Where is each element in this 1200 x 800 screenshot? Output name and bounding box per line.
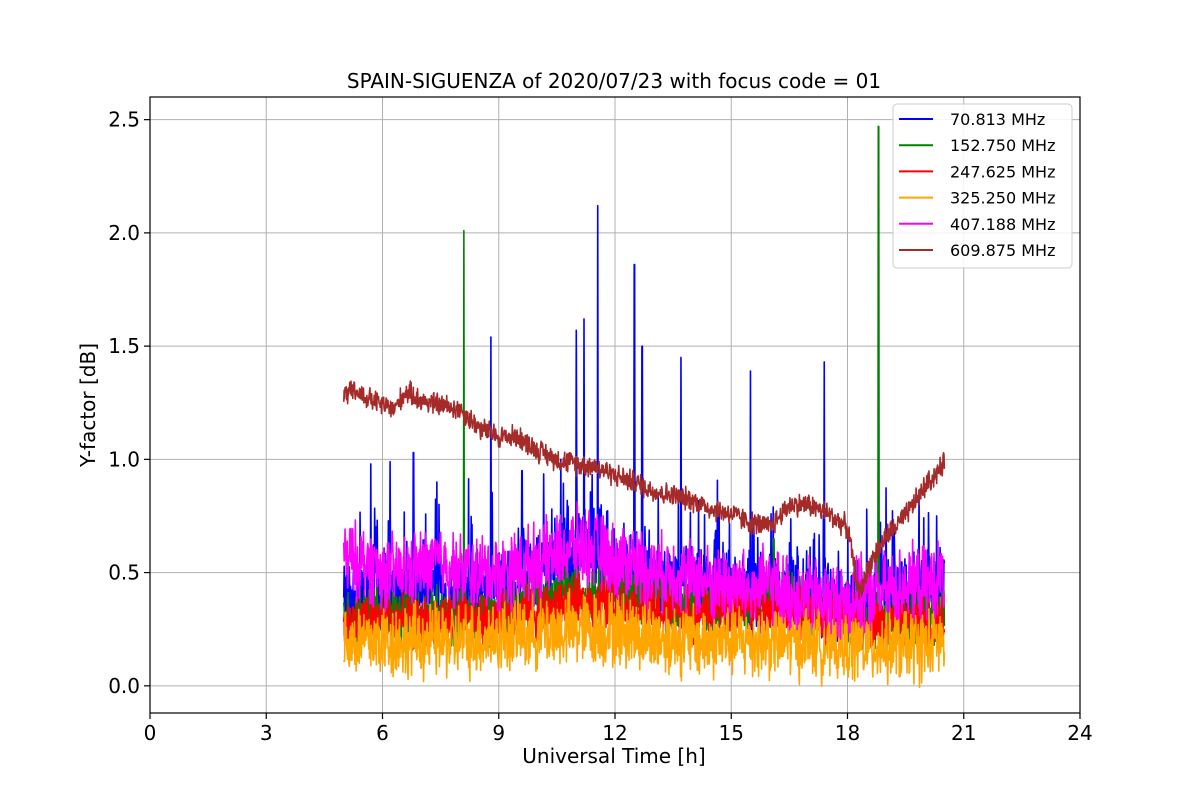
x-tick-label: 9 bbox=[492, 721, 505, 745]
x-tick-label: 15 bbox=[719, 721, 744, 745]
y-tick-label: 2.0 bbox=[108, 221, 140, 245]
y-tick-label: 1.0 bbox=[108, 447, 140, 471]
x-tick-label: 24 bbox=[1067, 721, 1092, 745]
legend-label: 247.625 MHz bbox=[950, 162, 1055, 181]
legend-label: 325.250 MHz bbox=[950, 189, 1055, 208]
x-tick-label: 6 bbox=[376, 721, 389, 745]
y-tick-label: 0.0 bbox=[108, 674, 140, 698]
legend-box bbox=[892, 103, 1073, 269]
series-line-3 bbox=[342, 587, 946, 689]
x-tick-label: 0 bbox=[144, 721, 157, 745]
series-line-5 bbox=[342, 380, 946, 600]
legend-label: 152.750 MHz bbox=[950, 136, 1055, 155]
ticks: 0 3 6 9 12 15 18 21 24 0.0 0.5 1.0 1.5 2.0 2.5 bbox=[108, 108, 1093, 745]
legend: 70.813 MHz 152.750 MHz 247.625 MHz 325.250 … bbox=[892, 103, 1073, 269]
series-line-4 bbox=[342, 501, 946, 640]
y-axis-title: Y-factor [dB] bbox=[76, 343, 100, 468]
x-tick-label: 3 bbox=[260, 721, 273, 745]
x-tick-label: 12 bbox=[602, 721, 627, 745]
chart-title: SPAIN-SIGUENZA of 2020/07/23 with focus … bbox=[347, 69, 881, 93]
legend-label: 407.188 MHz bbox=[950, 215, 1055, 234]
legend-label: 70.813 MHz bbox=[950, 110, 1045, 129]
x-tick-label: 18 bbox=[835, 721, 860, 745]
plot-area bbox=[342, 125, 946, 689]
y-tick-label: 0.5 bbox=[108, 561, 140, 585]
legend-label: 609.875 MHz bbox=[950, 241, 1055, 260]
y-tick-label: 2.5 bbox=[108, 108, 140, 132]
x-axis-title: Universal Time [h] bbox=[522, 744, 705, 768]
x-tick-label: 21 bbox=[951, 721, 976, 745]
y-tick-label: 1.5 bbox=[108, 334, 140, 358]
